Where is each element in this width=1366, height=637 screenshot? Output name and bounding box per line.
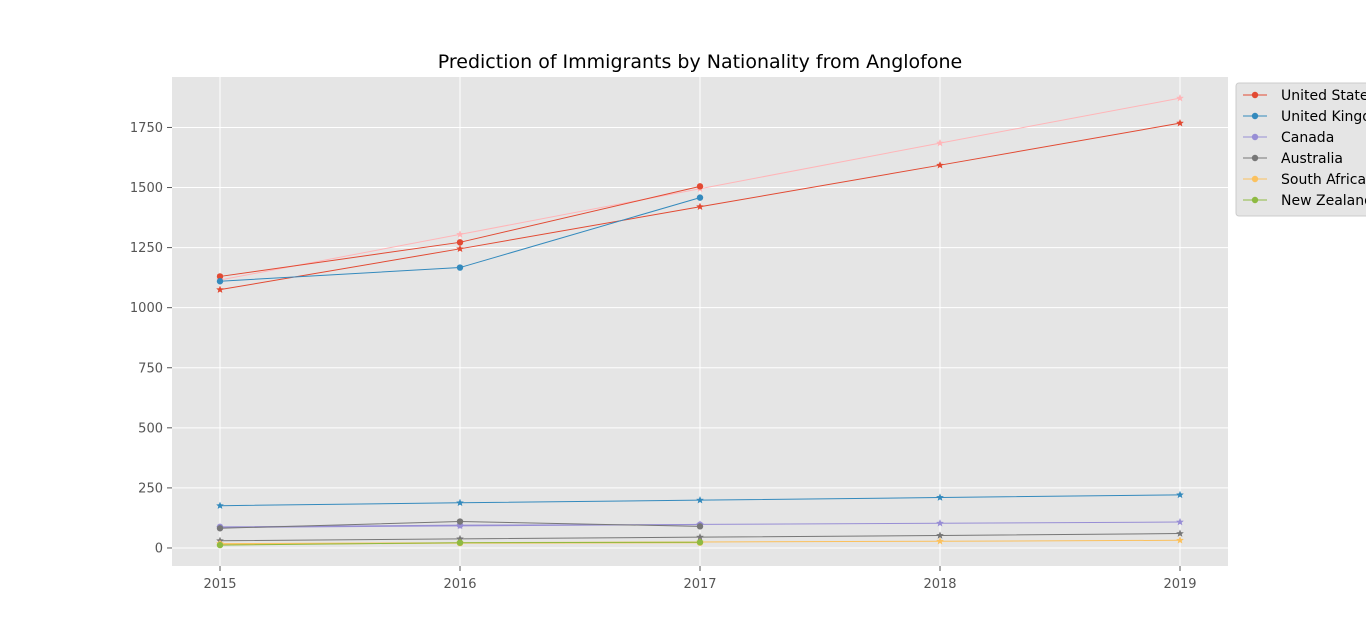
legend-item: South Africa — [1243, 172, 1366, 188]
data-point — [1176, 518, 1184, 526]
series-5 — [216, 539, 704, 549]
y-tick-label: 1250 — [130, 241, 163, 256]
data-point — [456, 244, 464, 253]
data-point — [456, 239, 464, 246]
data-point — [456, 230, 464, 238]
legend-marker — [1251, 175, 1259, 183]
legend-marker — [1251, 196, 1259, 204]
data-point — [216, 501, 224, 509]
series-layer — [216, 94, 1184, 549]
data-point — [216, 273, 224, 280]
data-point — [936, 493, 944, 501]
y-tick-label: 0 — [155, 541, 163, 556]
y-tick-label: 1750 — [130, 121, 163, 136]
data-point — [696, 202, 704, 210]
data-point — [696, 533, 704, 541]
data-point — [696, 539, 704, 546]
data-point — [456, 539, 464, 546]
data-point — [216, 541, 224, 549]
y-axis: 0 250 500 750 1000 1250 1500 1750 — [130, 121, 172, 556]
series-8 — [216, 490, 1184, 509]
x-tick-label: 2015 — [203, 577, 236, 592]
series-6 — [216, 119, 1184, 293]
data-point — [216, 285, 224, 293]
data-point — [696, 183, 704, 190]
legend-item: Australia — [1243, 151, 1343, 167]
legend-marker — [1251, 133, 1259, 141]
y-tick-label: 500 — [138, 421, 163, 436]
legend-item: United Kingdom — [1243, 109, 1366, 125]
data-point — [1176, 529, 1184, 537]
data-point — [1176, 490, 1184, 499]
data-point — [936, 531, 944, 539]
y-tick-label: 250 — [138, 481, 163, 496]
x-tick-label: 2018 — [923, 577, 956, 592]
series-3 — [216, 518, 704, 532]
series-0 — [216, 183, 704, 280]
legend-item: New Zealand — [1243, 193, 1366, 209]
data-point — [456, 518, 464, 525]
data-point — [936, 537, 944, 545]
legend-item: United States — [1243, 88, 1366, 104]
legend-marker — [1251, 91, 1259, 99]
legend-frame — [1235, 82, 1366, 217]
data-point — [936, 161, 944, 169]
x-tick-label: 2017 — [683, 577, 716, 592]
legend-label: New Zealand — [1281, 193, 1366, 209]
legend: United States United Kingdom Canada Austral… — [1235, 82, 1366, 217]
y-tick-label: 1000 — [130, 301, 163, 316]
data-point — [1176, 94, 1184, 102]
chart-title: Prediction of Immigrants by Nationality … — [438, 51, 962, 73]
data-point — [456, 498, 464, 507]
x-axis: 2015 2016 2017 2018 2019 — [203, 566, 1197, 592]
legend-label: United States — [1281, 88, 1366, 104]
data-point — [1176, 536, 1184, 544]
legend-label: Canada — [1281, 130, 1334, 146]
data-point — [936, 139, 944, 147]
data-point — [1176, 119, 1184, 127]
legend-label: South Africa — [1281, 172, 1366, 188]
series-1 — [216, 194, 704, 285]
legend-item: Canada — [1243, 130, 1334, 146]
x-tick-label: 2019 — [1163, 577, 1196, 592]
legend-marker — [1251, 154, 1259, 162]
data-point — [216, 525, 224, 532]
x-tick-label: 2016 — [443, 577, 476, 592]
legend-marker — [1251, 112, 1259, 120]
data-point — [696, 496, 704, 504]
data-point — [696, 194, 704, 201]
legend-label: United Kingdom — [1281, 109, 1366, 125]
y-tick-label: 750 — [138, 361, 163, 376]
data-point — [456, 264, 464, 271]
data-point — [936, 519, 944, 527]
y-tick-label: 1500 — [130, 181, 163, 196]
legend-label: Australia — [1281, 151, 1343, 167]
data-point — [696, 523, 704, 530]
data-point — [216, 278, 224, 285]
